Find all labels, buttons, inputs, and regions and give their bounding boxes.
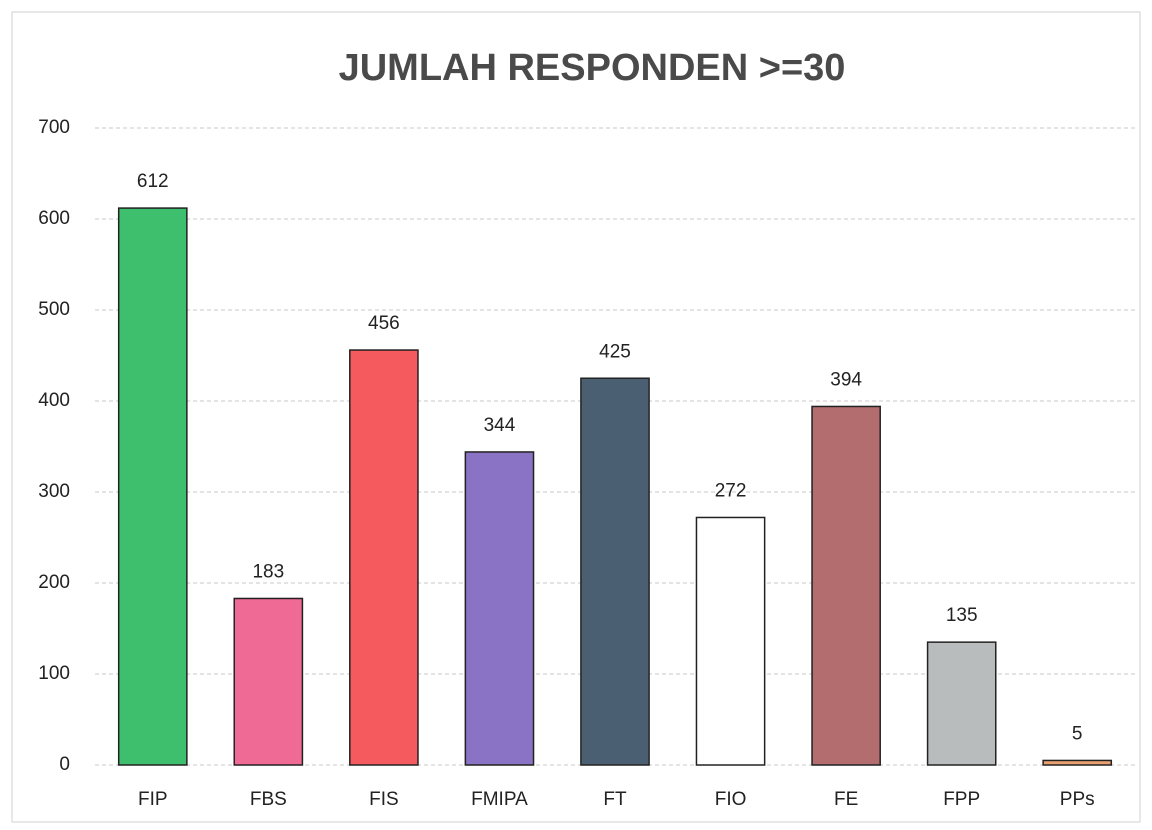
bar (926, 641, 997, 766)
x-tick-label: FIS (369, 789, 399, 810)
data-label: 456 (368, 313, 400, 334)
x-tick-label: FIP (138, 789, 168, 810)
bar (1042, 759, 1113, 766)
x-tick-label: PPs (1060, 789, 1095, 810)
x-tick-label: FT (603, 789, 627, 810)
y-tick-label: 700 (38, 117, 70, 138)
y-tick-label: 300 (38, 481, 70, 502)
x-tick-label: FMIPA (471, 789, 528, 810)
data-label: 135 (946, 605, 978, 626)
y-tick-label: 200 (38, 572, 70, 593)
data-label: 344 (484, 415, 516, 436)
y-tick-label: 600 (38, 208, 70, 229)
y-tick-label: 100 (38, 663, 70, 684)
data-label: 425 (599, 341, 631, 362)
y-tick-label: 500 (38, 299, 70, 320)
x-tick-label: FPP (943, 789, 980, 810)
data-label: 5 (1072, 723, 1083, 744)
y-tick-label: 400 (38, 390, 70, 411)
x-tick-label: FBS (250, 789, 287, 810)
bar (580, 377, 650, 766)
bar (695, 516, 766, 766)
bar (233, 597, 304, 766)
x-tick-label: FE (834, 789, 858, 810)
bar (811, 405, 881, 766)
x-tick-label: FIO (715, 789, 747, 810)
data-label: 394 (830, 369, 862, 390)
bar (464, 451, 535, 766)
data-label: 183 (252, 561, 284, 582)
y-tick-label: 0 (59, 754, 70, 775)
data-label: 272 (715, 480, 747, 501)
chart-title: JUMLAH RESPONDEN >=30 (339, 47, 846, 89)
data-label: 612 (137, 171, 169, 192)
bar (349, 349, 419, 766)
bar (117, 207, 188, 766)
